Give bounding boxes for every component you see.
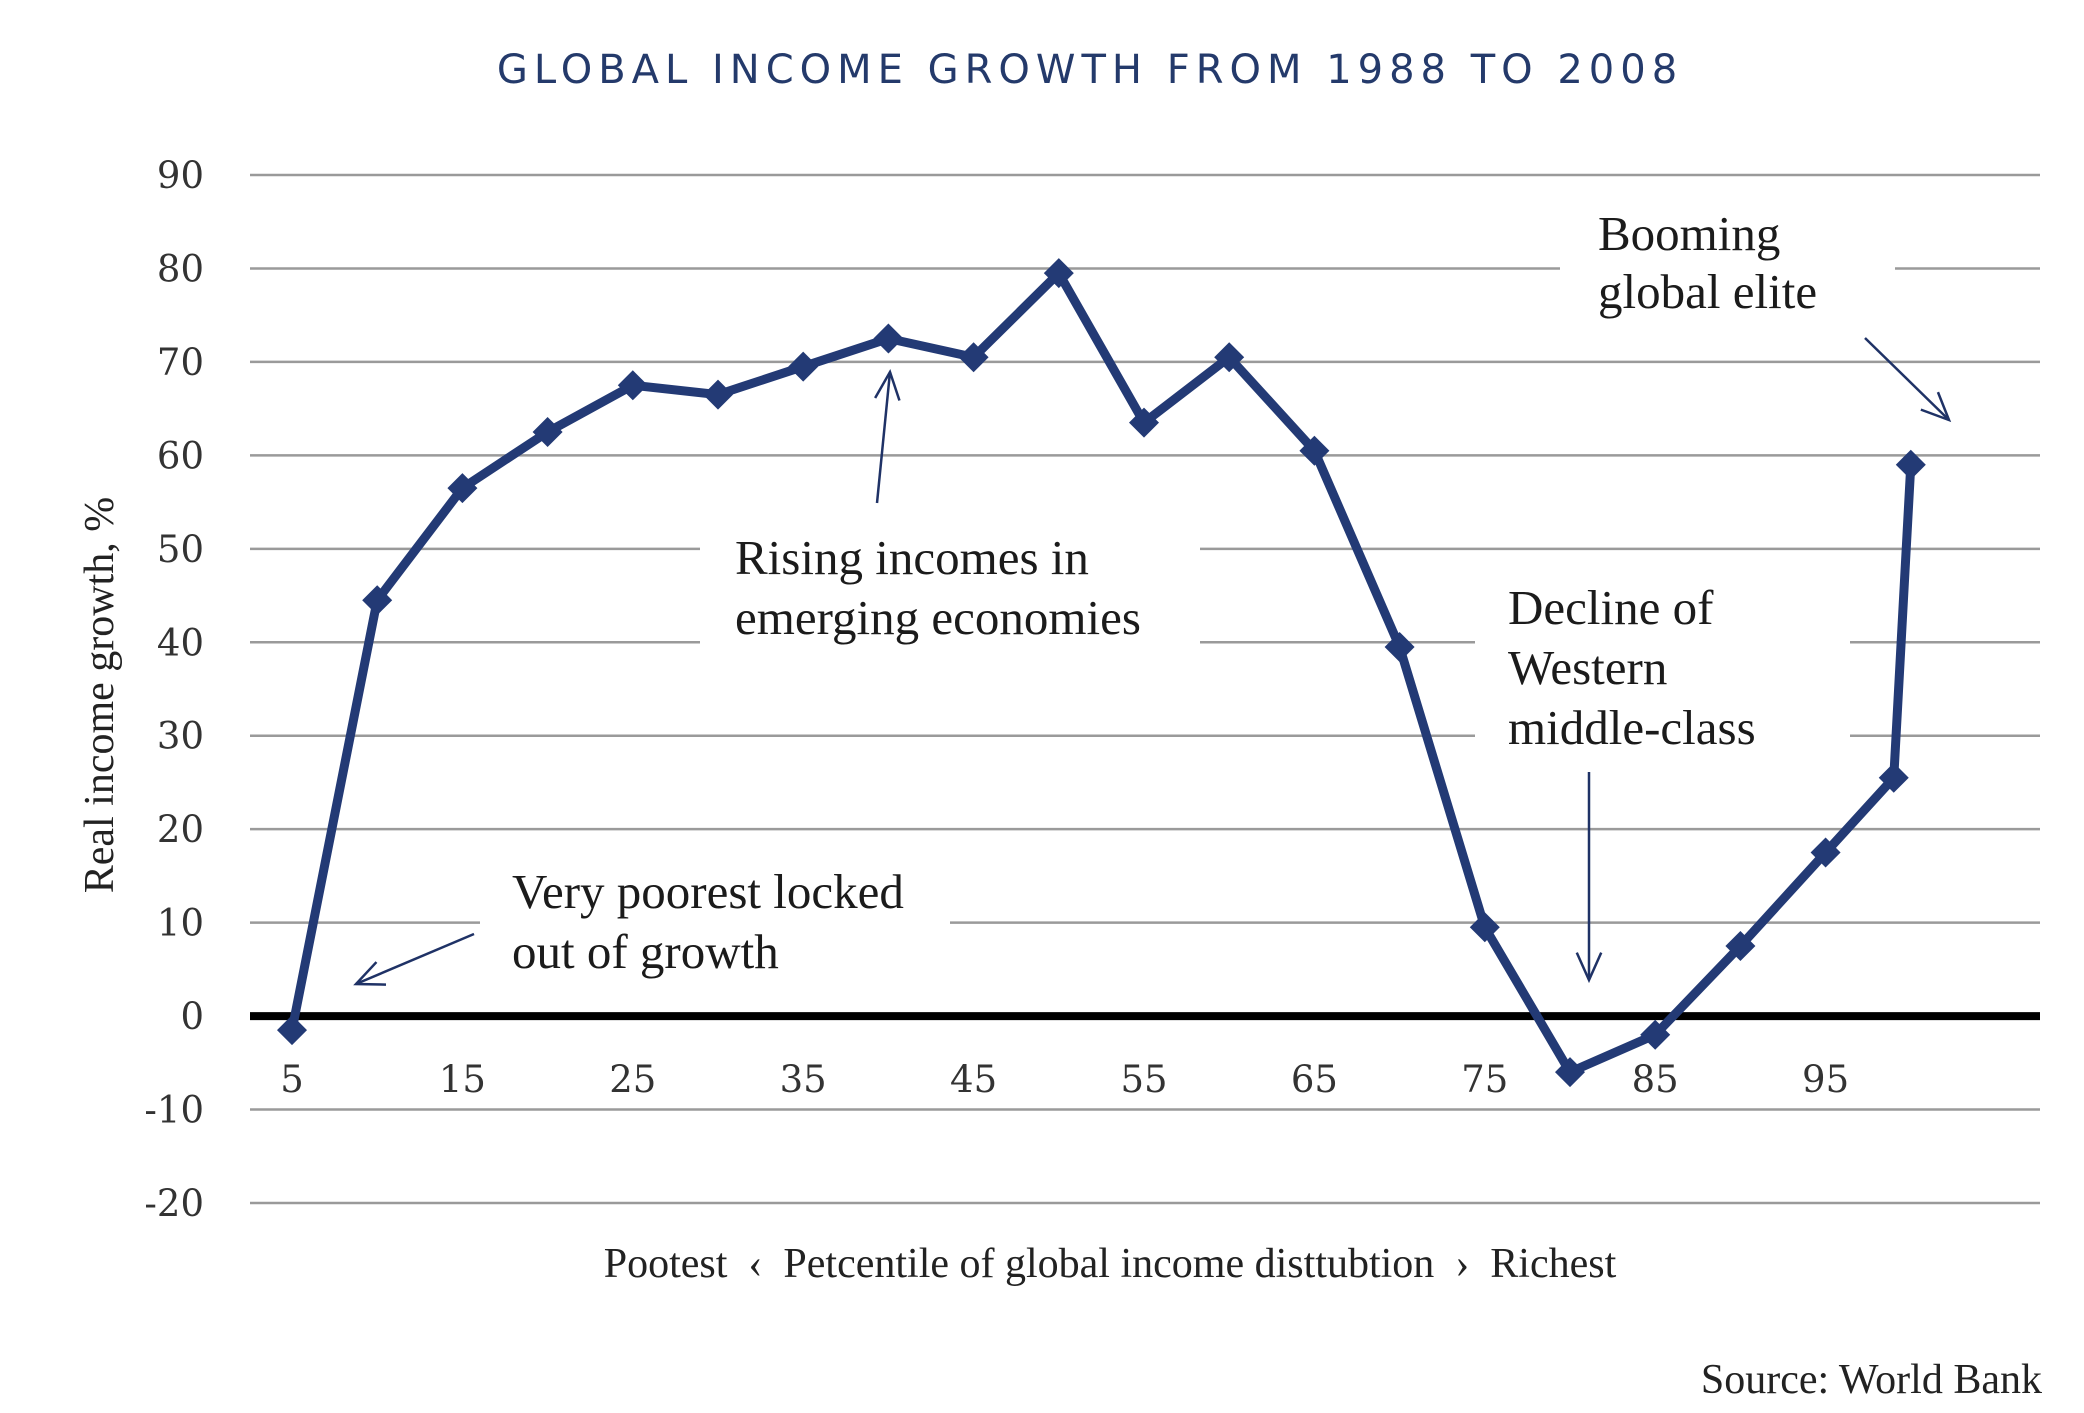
- data-point-marker: [788, 351, 819, 382]
- y-tick-label: 50: [157, 528, 204, 571]
- x-tick-label: 85: [1632, 1058, 1679, 1101]
- data-point-marker: [447, 473, 478, 504]
- annotation-text: middle-class: [1508, 700, 1756, 755]
- source-note: Source: World Bank: [1701, 1357, 2042, 1403]
- data-point-marker: [873, 323, 904, 354]
- data-point-marker: [1640, 1019, 1671, 1050]
- arrowhead-icon: [1575, 952, 1603, 984]
- x-tick-label: 95: [1802, 1058, 1849, 1101]
- y-tick-labels: 90 80 70 60 50 40 30 20 10 0 -10 -20: [144, 154, 204, 1225]
- data-point-marker: [362, 585, 393, 616]
- data-point-marker: [703, 379, 733, 410]
- annotation-text: Very poorest locked: [512, 864, 904, 919]
- data-point-marker: [1895, 449, 1926, 480]
- data-point-marker: [1214, 342, 1245, 373]
- y-tick-label: 80: [157, 247, 204, 290]
- data-point-marker: [1129, 407, 1159, 438]
- arrow-icon: [355, 932, 475, 986]
- y-tick-label: 30: [157, 715, 204, 758]
- x-tick-label: 45: [950, 1058, 997, 1101]
- chart-title: GLOBAL INCOME GROWTH FROM 1988 TO 2008: [497, 47, 1683, 93]
- arrow-icon: [875, 371, 892, 504]
- data-point-marker: [1299, 435, 1330, 466]
- annotation-text: Rising incomes in: [735, 530, 1089, 585]
- x-tick-label: 75: [1461, 1058, 1508, 1101]
- y-tick-label: 10: [157, 902, 204, 945]
- x-tick-label: 15: [439, 1058, 486, 1101]
- x-tick-label: 65: [1291, 1058, 1338, 1101]
- data-point-marker: [1469, 912, 1500, 943]
- y-tick-label: -10: [144, 1089, 204, 1132]
- x-tick-label: 35: [780, 1058, 827, 1101]
- y-tick-label: 40: [157, 621, 204, 664]
- arrowhead-icon: [1920, 391, 1952, 423]
- data-point-marker: [1810, 837, 1841, 868]
- y-tick-label: 60: [157, 434, 204, 477]
- x-tick-labels: 5 15 25 35 45 55 65 75 85 95: [280, 1058, 1849, 1101]
- data-point-marker: [1384, 631, 1415, 662]
- y-axis-label: Real income growth, %: [77, 497, 123, 894]
- x-axis-label: Pootest ‹ Petcentile of global income di…: [604, 1241, 1617, 1287]
- data-point-marker: [1878, 762, 1909, 793]
- data-point-marker: [1043, 258, 1074, 289]
- data-point-marker: [958, 342, 989, 373]
- annotation-text: out of growth: [512, 924, 779, 979]
- y-tick-label: 90: [157, 154, 204, 197]
- x-tick-label: 55: [1120, 1058, 1167, 1101]
- annotation-text: Decline of: [1508, 580, 1714, 635]
- x-tick-label: 25: [609, 1058, 656, 1101]
- annotation-text: global elite: [1598, 264, 1817, 319]
- data-point-marker: [1725, 931, 1756, 961]
- data-point-marker: [617, 370, 648, 401]
- data-point-marker: [1555, 1057, 1585, 1088]
- y-tick-label: 0: [180, 995, 204, 1038]
- arrowhead-icon: [874, 368, 901, 401]
- y-tick-label: 70: [157, 341, 204, 384]
- arrow-icon: [1864, 337, 1950, 421]
- x-tick-label: 5: [280, 1058, 304, 1101]
- y-tick-label: -20: [144, 1182, 204, 1225]
- arrowhead-icon: [353, 961, 387, 986]
- data-point-marker: [532, 417, 563, 447]
- series-line-group: [277, 258, 1926, 1088]
- y-tick-label: 20: [157, 808, 204, 851]
- annotation-text: Booming: [1598, 206, 1780, 261]
- annotation-text: emerging economies: [735, 590, 1141, 645]
- annotation-text: Western: [1508, 640, 1667, 695]
- data-point-marker: [277, 1015, 307, 1046]
